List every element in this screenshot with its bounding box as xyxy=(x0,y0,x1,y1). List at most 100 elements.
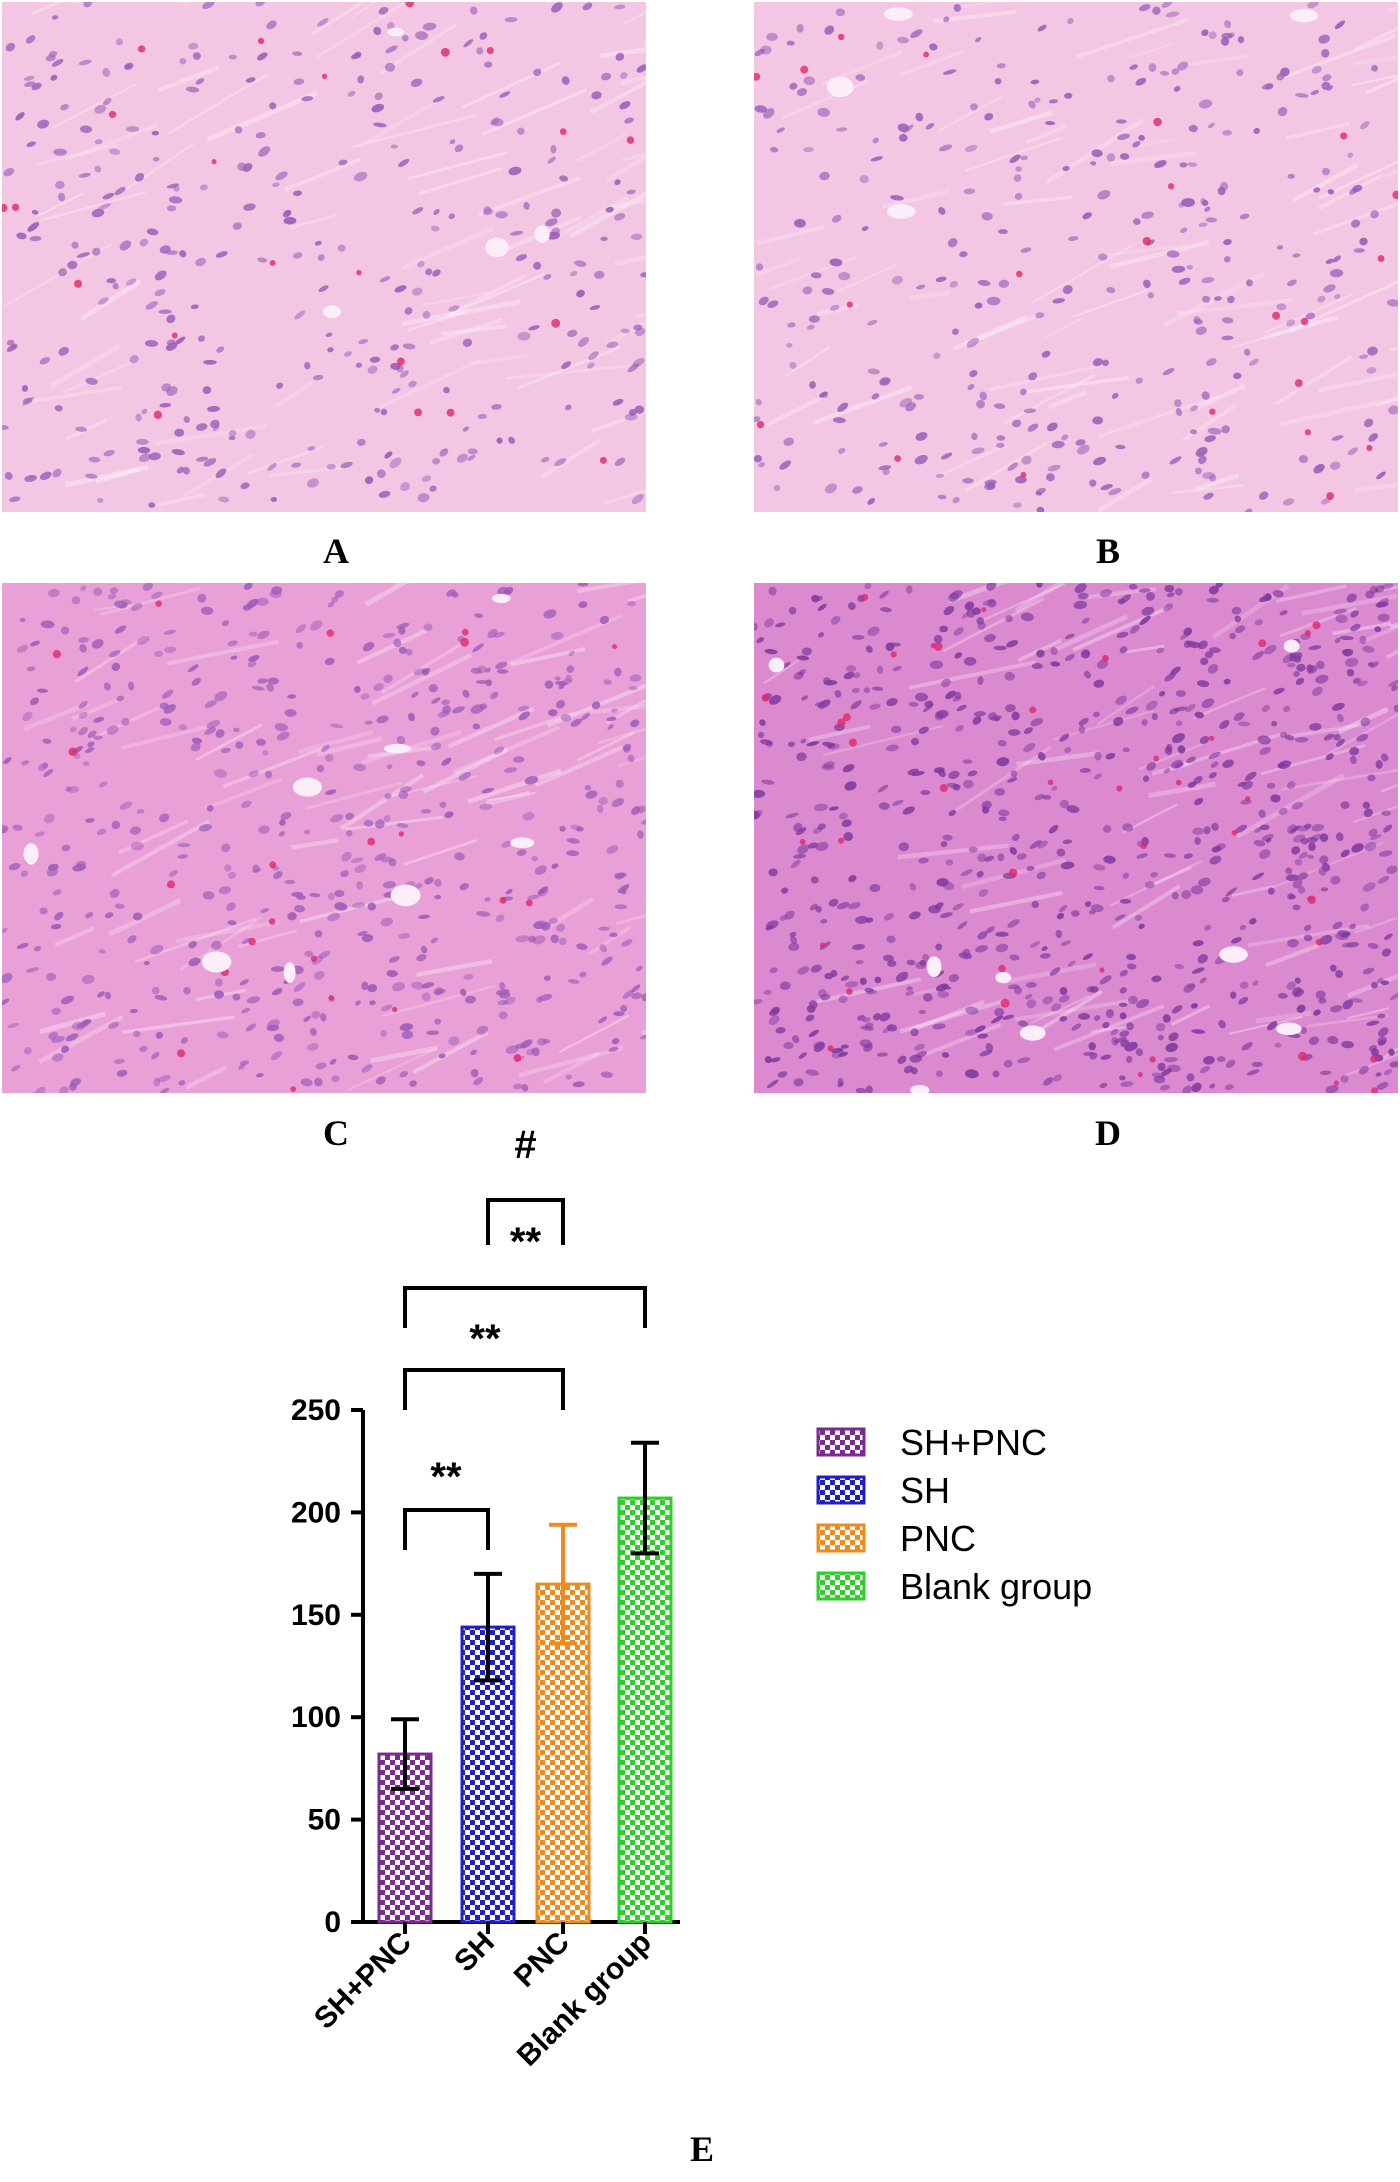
cell-nucleus xyxy=(1287,824,1298,835)
fiber-streak xyxy=(167,639,279,666)
cell-nucleus xyxy=(508,166,522,176)
cell-nucleus xyxy=(396,735,406,745)
cell-nucleus xyxy=(1165,11,1180,18)
cell-nucleus xyxy=(398,932,411,940)
cell-nucleus xyxy=(266,20,277,30)
cell-nucleus xyxy=(448,1036,460,1046)
cell-nucleus xyxy=(243,203,256,211)
cell-nucleus xyxy=(25,35,36,44)
cell-nucleus xyxy=(328,892,335,901)
cell-nucleus xyxy=(1013,502,1022,508)
fiber-streak xyxy=(1031,243,1134,304)
cell-nucleus xyxy=(202,386,212,395)
cell-nucleus xyxy=(477,665,487,674)
cell-nucleus xyxy=(1036,583,1043,588)
cell-nucleus xyxy=(1190,1003,1198,1009)
cell-nucleus xyxy=(476,910,491,917)
cell-nucleus xyxy=(116,1069,128,1077)
cell-nucleus xyxy=(1114,914,1126,921)
fiber-streak xyxy=(1291,162,1359,203)
cell-nucleus xyxy=(1362,645,1375,653)
cell-nucleus xyxy=(1157,1062,1166,1071)
cell-nucleus xyxy=(204,700,217,708)
cell-nucleus xyxy=(1329,269,1344,278)
fiber-streak xyxy=(64,123,158,162)
cell-nucleus xyxy=(524,776,539,785)
cell-nucleus xyxy=(1200,657,1209,666)
cell-nucleus xyxy=(76,860,86,868)
cell-nucleus xyxy=(431,697,441,704)
cell-nucleus xyxy=(1013,986,1022,995)
cell-nucleus xyxy=(51,1007,61,1015)
cell-nucleus xyxy=(462,689,470,698)
cell-nucleus xyxy=(239,979,249,986)
cell-nucleus xyxy=(228,436,236,441)
fiber-streak xyxy=(1343,1053,1398,1078)
cell-nucleus xyxy=(1378,1027,1389,1037)
cell-nucleus xyxy=(221,620,230,627)
cell-nucleus xyxy=(433,209,440,215)
cell-nucleus xyxy=(245,77,256,83)
cell-nucleus xyxy=(76,252,91,258)
cell-nucleus xyxy=(1141,606,1155,616)
cell-nucleus xyxy=(935,943,943,951)
cell-nucleus xyxy=(802,286,813,295)
cell-nucleus xyxy=(779,915,788,922)
cell-nucleus xyxy=(787,741,795,748)
cell-nucleus xyxy=(779,981,791,990)
cell-nucleus xyxy=(272,182,280,188)
cell-nucleus xyxy=(475,679,489,684)
cell-nucleus xyxy=(139,1045,148,1052)
cell-nucleus xyxy=(1119,1075,1126,1081)
cell-nucleus xyxy=(1359,635,1367,645)
cell-nucleus xyxy=(1376,471,1386,480)
cell-nucleus xyxy=(1317,295,1326,303)
cell-nucleus xyxy=(793,854,807,859)
cell-nucleus xyxy=(295,624,307,634)
cell-nucleus xyxy=(174,428,185,437)
cell-nucleus xyxy=(1341,649,1350,655)
red-blood-cell xyxy=(328,994,335,1001)
cell-nucleus xyxy=(227,920,237,926)
fiber-streak xyxy=(808,724,871,742)
cell-nucleus xyxy=(398,790,409,800)
cell-nucleus xyxy=(1333,608,1347,615)
cell-nucleus xyxy=(543,609,557,619)
cell-nucleus xyxy=(1320,887,1329,892)
cell-nucleus xyxy=(21,760,30,766)
cell-nucleus xyxy=(1391,685,1398,692)
cell-nucleus xyxy=(414,883,423,889)
cell-nucleus xyxy=(130,603,143,611)
bar xyxy=(617,1496,673,1924)
cell-nucleus xyxy=(1094,773,1102,780)
fiber-streak xyxy=(1275,584,1347,604)
cell-nucleus xyxy=(788,606,797,615)
fiber-streak xyxy=(534,745,624,788)
fiber-streak xyxy=(1354,26,1398,51)
cell-nucleus xyxy=(1147,292,1154,299)
cell-nucleus xyxy=(572,1081,585,1088)
cell-nucleus xyxy=(195,257,207,267)
fiber-streak xyxy=(899,50,964,77)
cell-nucleus xyxy=(1166,592,1175,598)
cell-nucleus xyxy=(91,639,104,649)
cell-nucleus xyxy=(1363,808,1373,818)
cell-nucleus xyxy=(241,1008,250,1014)
cell-nucleus xyxy=(1178,202,1185,208)
cell-nucleus xyxy=(636,64,646,73)
cell-nucleus xyxy=(838,447,846,454)
red-blood-cell xyxy=(846,988,853,995)
cell-nucleus xyxy=(515,1043,526,1049)
cell-nucleus xyxy=(754,105,768,113)
cell-nucleus xyxy=(1370,834,1382,840)
cell-nucleus xyxy=(1186,756,1197,764)
cell-nucleus xyxy=(154,270,167,281)
cell-nucleus xyxy=(191,677,201,686)
fiber-streak xyxy=(1353,55,1398,66)
vacuole xyxy=(390,884,421,907)
cell-nucleus xyxy=(495,914,505,923)
legend-swatch xyxy=(816,1571,866,1601)
cell-nucleus xyxy=(1353,248,1366,253)
cell-nucleus xyxy=(24,81,36,88)
cell-nucleus xyxy=(899,398,913,408)
